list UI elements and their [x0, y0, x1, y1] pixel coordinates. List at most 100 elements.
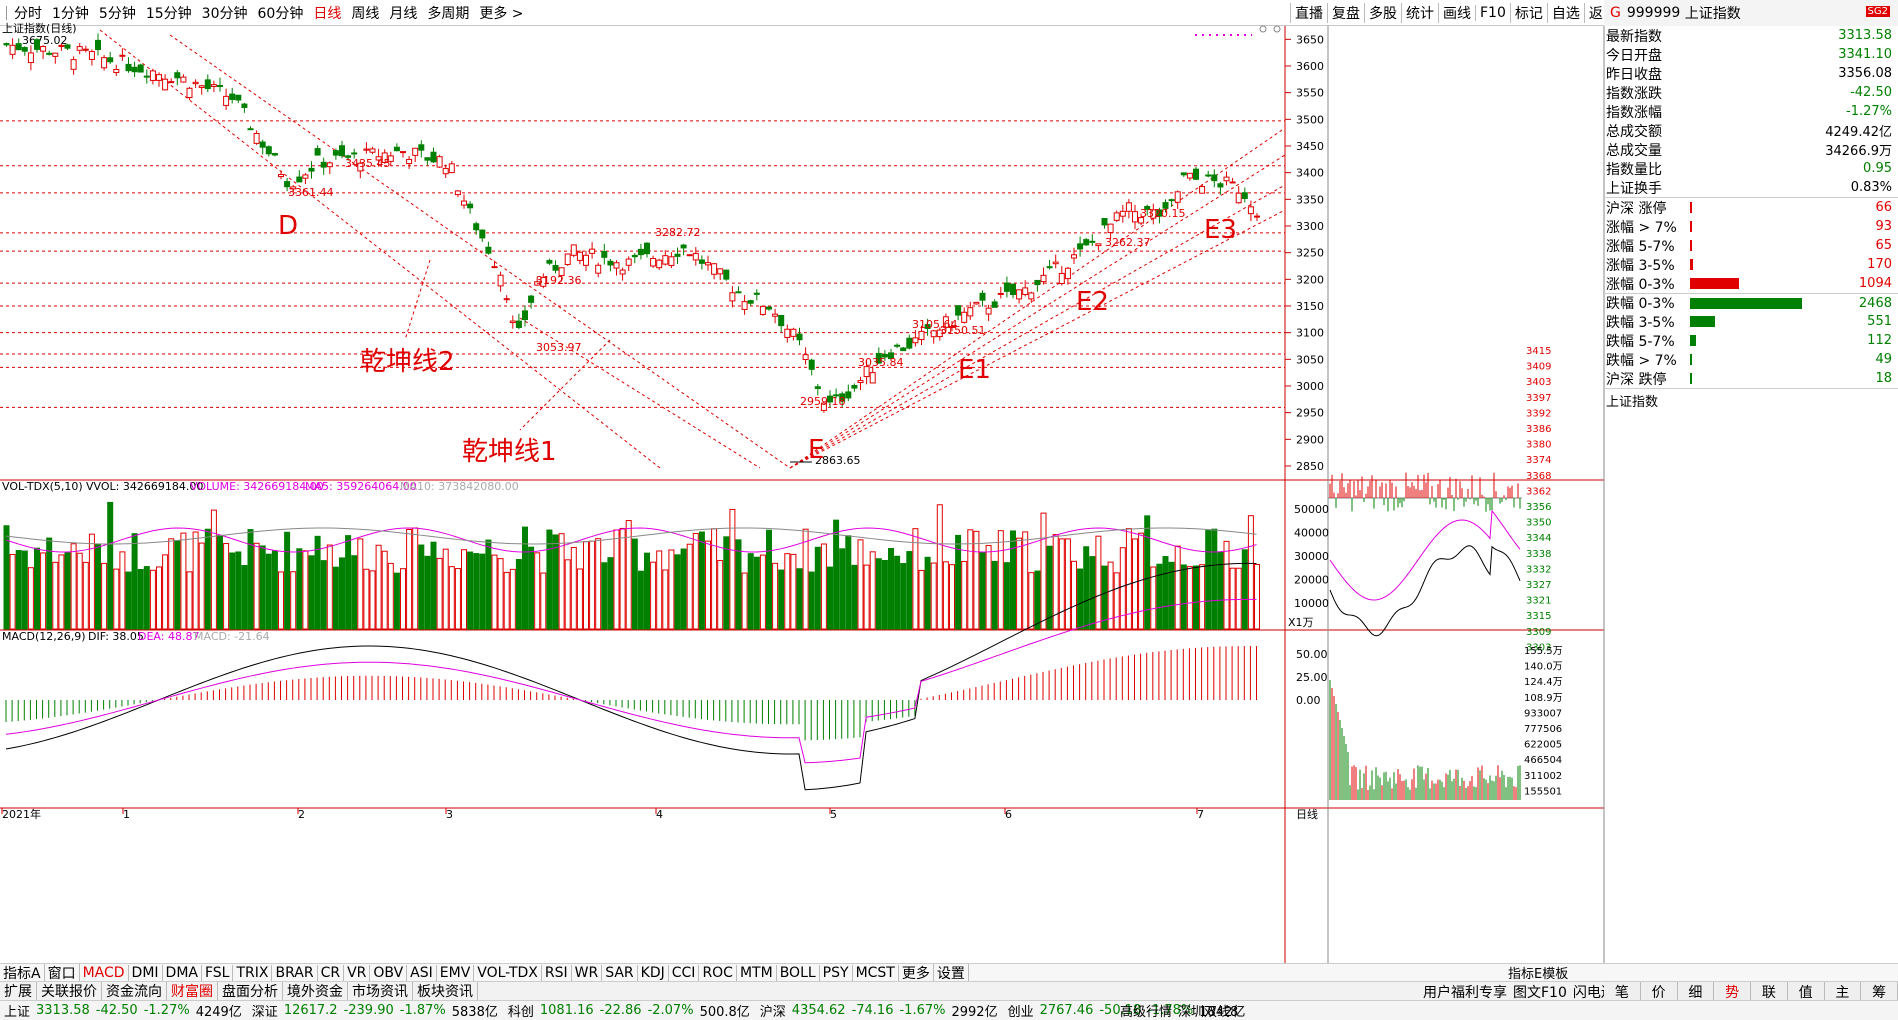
tool-button-2[interactable]: 多股 — [1364, 2, 1401, 23]
period-tab-5[interactable]: 60分钟 — [257, 5, 304, 22]
candle-body — [95, 39, 101, 50]
menu-item-5[interactable]: 境外资金 — [283, 982, 348, 1000]
menu-item-3[interactable]: 财富圈 — [167, 982, 218, 1000]
tool-button-5[interactable]: F10 — [1475, 4, 1510, 21]
tool-button-0[interactable]: 直播 — [1290, 2, 1327, 23]
indicator-tab-15[interactable]: WR — [572, 964, 603, 981]
menu-item-0[interactable]: 扩展 — [0, 982, 37, 1000]
status-right-1[interactable]: 深圳双线8 — [1178, 1005, 1239, 1020]
status-name[interactable]: 创业 — [1007, 1005, 1034, 1020]
indicator-tab-24[interactable]: 更多 — [899, 964, 934, 981]
menu-item-1[interactable]: 关联报价 — [37, 982, 102, 1000]
period-tab-6[interactable]: 日线 — [313, 5, 342, 22]
status-name[interactable]: 沪深 — [759, 1005, 786, 1020]
menu-item-7[interactable]: 板块资讯 — [413, 982, 478, 1000]
indicator-tab-0[interactable]: 指标A — [0, 964, 45, 981]
candle-body — [1168, 199, 1175, 202]
side-tab-7[interactable]: 筹 — [1861, 982, 1898, 1001]
volume-axis-label: 10000 — [1294, 597, 1329, 610]
period-tab-7[interactable]: 周线 — [351, 5, 380, 22]
quote-row: 总成交量 34266.9万 — [1604, 140, 1898, 160]
status-name[interactable]: 深证 — [251, 1005, 278, 1020]
side-tab-5[interactable]: 值 — [1788, 982, 1825, 1001]
menu-right-0[interactable]: 用户福利专享 — [1423, 985, 1507, 1001]
period-tab-4[interactable]: 30分钟 — [201, 5, 248, 22]
period-tab-1[interactable]: 1分钟 — [52, 5, 89, 22]
tool-button-3[interactable]: 统计 — [1401, 2, 1438, 23]
menu-item-2[interactable]: 资金流向 — [102, 982, 167, 1000]
dist-value: 49 — [1875, 352, 1892, 367]
period-tab-9[interactable]: 多周期 — [427, 5, 470, 22]
side-tab-0[interactable]: 笔 — [1604, 982, 1641, 1001]
indicator-right-1[interactable]: 模 — [1542, 967, 1556, 982]
volume-bar — [906, 551, 913, 630]
menu-right-1[interactable]: 图文F10 — [1513, 985, 1567, 1001]
indicator-tab-3[interactable]: DMI — [129, 964, 163, 981]
indicator-tab-14[interactable]: RSI — [542, 964, 572, 981]
tool-button-4[interactable]: 画线 — [1438, 2, 1475, 23]
indicator-tab-11[interactable]: ASI — [407, 964, 437, 981]
indicator-tab-4[interactable]: DMA — [163, 964, 202, 981]
indicator-tab-23[interactable]: MCST — [853, 964, 899, 981]
indicator-tab-1[interactable]: 窗口 — [45, 964, 80, 981]
period-tab-2[interactable]: 5分钟 — [98, 5, 136, 22]
indicator-tab-6[interactable]: TRIX — [233, 964, 273, 981]
indicator-right-0[interactable]: 指标E — [1508, 967, 1543, 982]
indicator-tab-20[interactable]: MTM — [737, 964, 777, 981]
volume-bar — [570, 546, 577, 630]
status-right-0[interactable]: 高级行情 — [1120, 1005, 1173, 1020]
tool-button-7[interactable]: 自选 — [1546, 2, 1584, 23]
side-tab-4[interactable]: 联 — [1751, 982, 1788, 1001]
candle-body — [15, 43, 22, 51]
menu-item-6[interactable]: 市场资讯 — [348, 982, 413, 1000]
volume-bar — [1022, 531, 1029, 630]
side-tab-2[interactable]: 细 — [1678, 982, 1715, 1001]
mini-price-label: 3386 — [1526, 424, 1551, 435]
indicator-tab-25[interactable]: 设置 — [934, 964, 969, 981]
indicator-tab-18[interactable]: CCI — [669, 964, 700, 981]
period-tab-8[interactable]: 月线 — [389, 5, 418, 22]
volume-bar — [552, 534, 559, 630]
indicator-tab-7[interactable]: BRAR — [272, 964, 318, 981]
status-change: -74.16 — [851, 1003, 894, 1018]
indicator-tab-19[interactable]: ROC — [699, 964, 737, 981]
side-tab-6[interactable]: 主 — [1825, 982, 1862, 1001]
chart-annotation: D — [278, 211, 298, 241]
volume-bar — [40, 552, 47, 630]
candle-body — [942, 316, 949, 328]
volume-bar — [662, 569, 669, 630]
side-tab-3[interactable]: 势 — [1714, 982, 1751, 1001]
price-label: 2959.18 — [800, 395, 846, 408]
indicator-tab-9[interactable]: VR — [344, 964, 371, 981]
indicator-tab-8[interactable]: CR — [318, 964, 345, 981]
period-tab-3[interactable]: 15分钟 — [145, 5, 192, 22]
menu-item-4[interactable]: 盘面分析 — [218, 982, 283, 1000]
indicator-bar-right: 指标E 模板 — [1508, 963, 1568, 982]
period-tab-10[interactable]: 更多 > — [479, 5, 524, 22]
tool-button-1[interactable]: 复盘 — [1327, 2, 1364, 23]
period-tab-0[interactable]: 分时 — [14, 5, 42, 22]
candle-body — [259, 141, 266, 148]
candle-body — [229, 93, 236, 100]
status-name[interactable]: 上证 — [4, 1005, 31, 1020]
indicator-tab-2[interactable]: MACD — [80, 964, 129, 981]
indicator-tab-5[interactable]: FSL — [202, 964, 234, 981]
indicator-right-2[interactable]: 板 — [1555, 967, 1569, 982]
indicator-tab-12[interactable]: EMV — [437, 964, 475, 981]
side-tab-1[interactable]: 价 — [1641, 982, 1678, 1001]
indicator-tab-13[interactable]: VOL-TDX — [474, 964, 542, 981]
candle-body — [186, 87, 193, 99]
indicator-tab-21[interactable]: BOLL — [777, 964, 820, 981]
tool-button-6[interactable]: 标记 — [1509, 2, 1547, 23]
candle-body — [418, 144, 425, 151]
indicator-tab-10[interactable]: OBV — [370, 964, 408, 981]
indicator-tab-22[interactable]: PSY — [820, 964, 853, 981]
indicator-tab-16[interactable]: SAR — [602, 964, 638, 981]
indicator-tab-17[interactable]: KDJ — [638, 964, 669, 981]
status-name[interactable]: 科创 — [507, 1005, 534, 1020]
mini-price-label: 3409 — [1526, 362, 1551, 373]
dist-label: 涨幅 > 7% — [1606, 219, 1677, 236]
price-label: 3035.84 — [858, 356, 904, 369]
mini-price-label: 3415 — [1526, 346, 1551, 357]
